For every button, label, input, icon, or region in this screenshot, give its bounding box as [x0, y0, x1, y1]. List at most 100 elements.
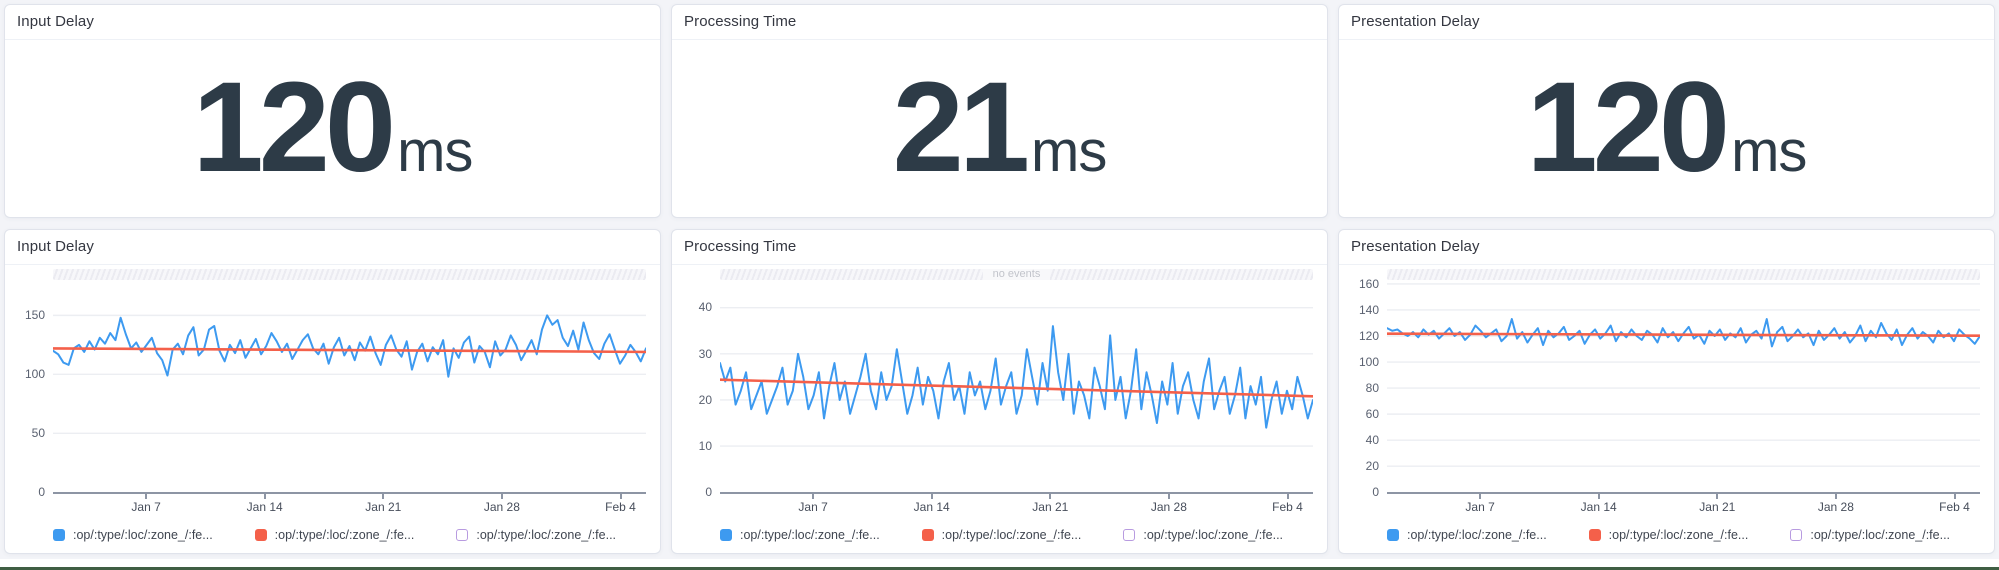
- y-tick-label: 0: [38, 485, 45, 499]
- legend-label: :op/:type/:loc/:zone_/:fe...: [1608, 528, 1749, 542]
- y-tick-label: 0: [705, 485, 712, 499]
- y-tick-label: 20: [698, 392, 712, 407]
- chart-canvas[interactable]: 0 10 20 30 40: [672, 280, 1327, 498]
- annotation-band: [53, 268, 646, 280]
- legend-swatch: [53, 529, 65, 541]
- metric-panel-presentation-delay: Presentation Delay 120 ms: [1338, 4, 1995, 218]
- x-tick-label: Jan 7: [798, 500, 828, 514]
- x-tick-label: Feb 4: [1272, 500, 1303, 514]
- legend-swatch: [1123, 529, 1136, 541]
- legend-item[interactable]: :op/:type/:loc/:zone_/:fe...: [1123, 528, 1283, 542]
- metric-panel-processing-time: Processing Time 21 ms: [671, 4, 1328, 218]
- x-tick-mark: [930, 493, 933, 499]
- legend-item[interactable]: :op/:type/:loc/:zone_/:fe...: [1790, 528, 1950, 542]
- legend-swatch: [1387, 529, 1399, 541]
- legend-item[interactable]: :op/:type/:loc/:zone_/:fe...: [53, 528, 213, 542]
- y-tick-label: 20: [1365, 458, 1379, 473]
- legend-label: :op/:type/:loc/:zone_/:fe...: [740, 528, 880, 542]
- x-tick-label: Jan 21: [365, 500, 402, 514]
- y-tick-label: 0: [1372, 485, 1379, 499]
- legend-label: :op/:type/:loc/:zone_/:fe...: [73, 528, 213, 542]
- x-tick-mark: [1167, 493, 1170, 499]
- annotation-band: no events: [720, 268, 1313, 280]
- x-tick-mark: [382, 493, 385, 499]
- chart-legend: :op/:type/:loc/:zone_/:fe... :op/:type/:…: [1339, 525, 1994, 545]
- panel-title: Presentation Delay: [1351, 13, 1480, 30]
- x-tick-label: Jan 28: [1150, 500, 1187, 514]
- metric-body: 21 ms: [672, 40, 1327, 217]
- x-tick-label: Jan 21: [1032, 500, 1069, 514]
- metric-value: 120: [1526, 56, 1731, 200]
- metric-unit: ms: [1731, 119, 1807, 185]
- y-tick-label: 100: [24, 367, 45, 382]
- x-tick-label: Jan 14: [246, 500, 283, 514]
- metric-value: 120: [192, 56, 397, 200]
- chart-body: no events 0 10 20 30 40 Jan 7 Jan 14 Jan 21 Jan…: [672, 265, 1327, 553]
- legend-item[interactable]: :op/:type/:loc/:zone_/:fe...: [1588, 528, 1749, 542]
- x-tick-mark: [1597, 493, 1600, 499]
- x-tick-label: Jan 7: [131, 500, 161, 514]
- y-tick-label: 100: [1358, 354, 1379, 369]
- chart-legend: :op/:type/:loc/:zone_/:fe... :op/:type/:…: [672, 525, 1327, 545]
- y-tick-label: 150: [24, 308, 45, 323]
- legend-label: :op/:type/:loc/:zone_/:fe...: [476, 528, 617, 542]
- viewport-bottom-strip: [0, 559, 1999, 567]
- chart-legend: :op/:type/:loc/:zone_/:fe... :op/:type/:…: [5, 525, 660, 545]
- y-tick-label: 140: [1358, 302, 1379, 317]
- legend-item[interactable]: :op/:type/:loc/:zone_/:fe...: [720, 528, 880, 542]
- x-tick-mark: [500, 493, 503, 499]
- x-tick-label: Jan 28: [1817, 500, 1854, 514]
- y-tick-label: 160: [1358, 276, 1379, 291]
- panel-header[interactable]: Processing Time: [672, 230, 1327, 265]
- chart-canvas[interactable]: 0 20 40 60 80 100 120 140 160: [1339, 276, 1994, 498]
- legend-item[interactable]: :op/:type/:loc/:zone_/:fe...: [254, 528, 414, 542]
- legend-item[interactable]: :op/:type/:loc/:zone_/:fe...: [921, 528, 1082, 542]
- legend-label: :op/:type/:loc/:zone_/:fe...: [941, 528, 1082, 542]
- y-tick-label: 80: [1365, 380, 1379, 395]
- panel-title: Input Delay: [17, 238, 94, 255]
- x-tick-label: Jan 21: [1699, 500, 1736, 514]
- panel-title: Processing Time: [684, 13, 797, 30]
- x-tick-mark: [1479, 493, 1482, 499]
- legend-item[interactable]: :op/:type/:loc/:zone_/:fe...: [456, 528, 616, 542]
- metric-value-group: 120 ms: [192, 56, 474, 200]
- legend-swatch: [456, 529, 469, 541]
- panel-title: Processing Time: [684, 238, 797, 255]
- legend-swatch: [921, 529, 934, 541]
- y-tick-label: 40: [698, 300, 712, 315]
- legend-swatch: [1588, 529, 1601, 541]
- metric-unit: ms: [397, 119, 473, 185]
- chart-canvas[interactable]: 0 50 100 150: [5, 280, 660, 498]
- x-tick-label: Feb 4: [1939, 500, 1970, 514]
- x-tick-label: Jan 7: [1465, 500, 1495, 514]
- x-tick-mark: [619, 493, 622, 499]
- x-tick-mark: [263, 493, 266, 499]
- panel-title: Presentation Delay: [1351, 238, 1480, 255]
- panel-header[interactable]: Processing Time: [672, 5, 1327, 40]
- y-tick-label: 50: [31, 426, 45, 441]
- x-tick-label: Jan 28: [483, 500, 520, 514]
- chart-panel-presentation-delay: Presentation Delay 0 20 40 60 80 100 120 140 160…: [1338, 229, 1995, 554]
- legend-label: :op/:type/:loc/:zone_/:fe...: [1810, 528, 1951, 542]
- x-axis: Jan 7 Jan 14 Jan 21 Jan 28 Feb 4: [720, 492, 1313, 516]
- panel-header[interactable]: Presentation Delay: [1339, 230, 1994, 265]
- dashboard-grid: Input Delay 120 ms Processing Time 21 ms…: [4, 4, 1995, 554]
- x-tick-label: Jan 14: [913, 500, 950, 514]
- legend-item[interactable]: :op/:type/:loc/:zone_/:fe...: [1387, 528, 1547, 542]
- y-tick-label: 10: [698, 438, 712, 453]
- metric-value-group: 120 ms: [1526, 56, 1808, 200]
- legend-label: :op/:type/:loc/:zone_/:fe...: [1143, 528, 1284, 542]
- legend-label: :op/:type/:loc/:zone_/:fe...: [1407, 528, 1547, 542]
- metric-value-group: 21 ms: [893, 64, 1108, 192]
- x-tick-mark: [1953, 493, 1956, 499]
- panel-title: Input Delay: [17, 13, 94, 30]
- panel-header[interactable]: Input Delay: [5, 230, 660, 265]
- legend-swatch: [1790, 529, 1803, 541]
- x-tick-label: Jan 14: [1580, 500, 1617, 514]
- panel-header[interactable]: Input Delay: [5, 5, 660, 40]
- x-tick-mark: [1049, 493, 1052, 499]
- x-tick-mark: [145, 493, 148, 499]
- metric-panel-input-delay: Input Delay 120 ms: [4, 4, 661, 218]
- metric-body: 120 ms: [1339, 40, 1994, 217]
- panel-header[interactable]: Presentation Delay: [1339, 5, 1994, 40]
